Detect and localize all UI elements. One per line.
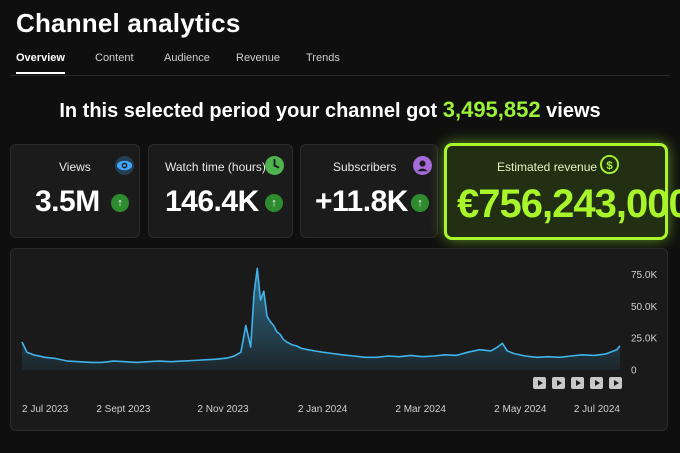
watch-time-label: Watch time (hours) [165, 160, 266, 174]
tab-divider [10, 75, 670, 76]
y-tick-label: 50.0K [631, 302, 657, 313]
svg-text:$: $ [606, 160, 613, 172]
subscribers-card[interactable]: Subscribers +11.8K ↑ [300, 144, 438, 238]
x-tick-label: 2 Jan 2024 [298, 404, 348, 415]
headline-suffix: views [546, 100, 601, 122]
headline-views-count: 3,495,852 [442, 97, 541, 122]
clock-icon [265, 156, 284, 175]
period-headline: In this selected period your channel got… [0, 97, 660, 123]
dollar-icon: $ [600, 155, 619, 174]
views-card[interactable]: Views 3.5M ↑ [10, 144, 140, 238]
play-button[interactable] [552, 377, 565, 389]
views-chart-panel [10, 248, 668, 431]
play-button[interactable] [533, 377, 546, 389]
tab-overview[interactable]: Overview [16, 52, 65, 74]
x-tick-label: 2 May 2024 [494, 404, 547, 415]
subscribers-value: +11.8K [315, 185, 408, 218]
views-label: Views [59, 160, 91, 174]
watch-time-card[interactable]: Watch time (hours) 146.4K ↑ [148, 144, 293, 238]
x-tick-label: 2 Jul 2024 [574, 404, 621, 415]
trend-up-icon: ↑ [111, 194, 129, 212]
eye-icon [115, 156, 134, 175]
views-value: 3.5M [35, 185, 100, 218]
views-area-fill [22, 268, 620, 370]
revenue-value: €756,243,000 [457, 182, 680, 226]
play-button[interactable] [590, 377, 603, 389]
revenue-label: Estimated revenue [497, 160, 598, 174]
x-tick-label: 2 Mar 2024 [395, 404, 446, 415]
play-button[interactable] [571, 377, 584, 389]
trend-up-icon: ↑ [265, 194, 283, 212]
x-tick-label: 2 Nov 2023 [197, 404, 249, 415]
tab-bar: Overview Content Audience Revenue Trends [16, 52, 416, 76]
person-icon [413, 156, 432, 175]
views-series-line[interactable] [21, 267, 621, 364]
page-title: Channel analytics [16, 8, 241, 38]
revenue-card[interactable]: Estimated revenue $ €756,243,000 [444, 143, 680, 240]
y-tick-label: 0 [631, 366, 637, 377]
x-tick-label: 2 Jul 2023 [22, 404, 69, 415]
play-button[interactable] [609, 377, 622, 389]
tab-trends[interactable]: Trends [306, 52, 340, 64]
x-tick-label: 2 Sept 2023 [96, 404, 150, 415]
playback-controls [533, 377, 622, 389]
y-tick-label: 75.0K [631, 270, 657, 281]
y-tick-label: 25.0K [631, 334, 657, 345]
watch-time-value: 146.4K [165, 185, 259, 218]
headline-prefix: In this selected period your channel got [59, 100, 438, 122]
subscribers-label: Subscribers [333, 160, 397, 174]
trend-up-icon: ↑ [411, 194, 429, 212]
tab-content[interactable]: Content [95, 52, 134, 64]
tab-audience[interactable]: Audience [164, 52, 210, 64]
tab-revenue[interactable]: Revenue [236, 52, 281, 64]
